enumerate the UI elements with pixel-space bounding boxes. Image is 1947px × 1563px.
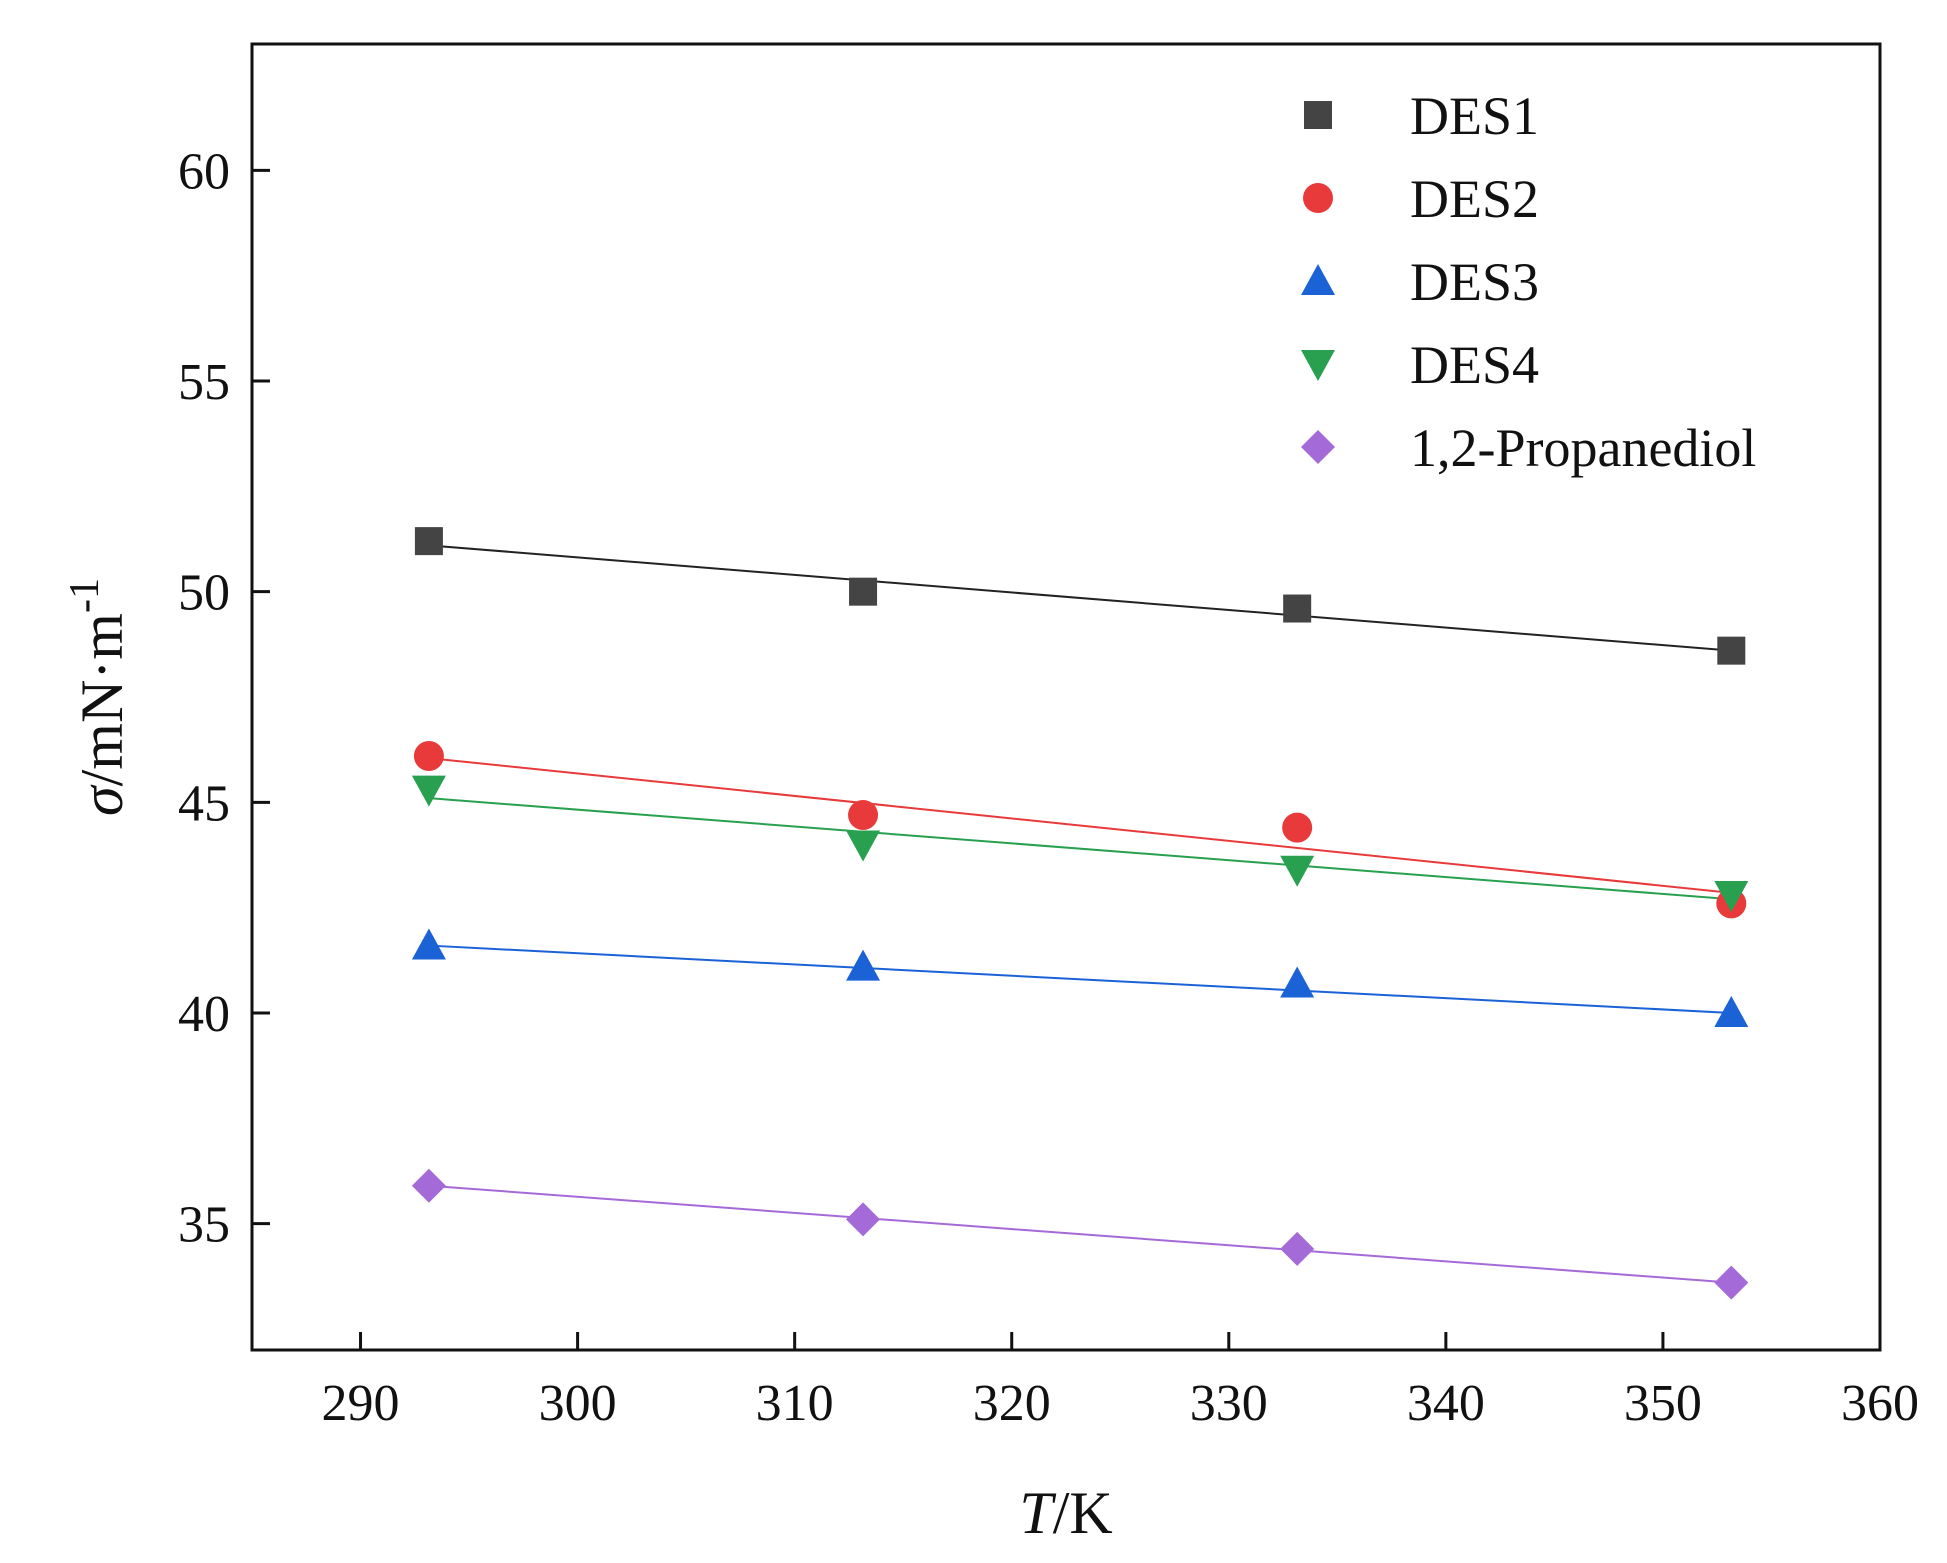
des1-point bbox=[849, 577, 878, 606]
des2-point bbox=[1282, 812, 1313, 843]
legend-des4-label: DES4 bbox=[1410, 335, 1539, 395]
x-axis-title: T/K bbox=[1019, 1480, 1112, 1546]
legend-des4-marker bbox=[1301, 350, 1335, 381]
des1-fit-line bbox=[428, 544, 1732, 652]
y-tick-label: 55 bbox=[178, 354, 230, 411]
y-tick-label: 60 bbox=[178, 143, 230, 200]
x-axis-unit: /K bbox=[1053, 1480, 1113, 1546]
x-tick-label: 320 bbox=[973, 1375, 1051, 1432]
data-markers bbox=[411, 527, 1749, 1300]
x-axis-ticks: 290 300 310 320 330 340 350 360 bbox=[322, 1332, 1919, 1432]
legend-1-2-propanediol-marker bbox=[1301, 430, 1335, 464]
legend-des3-marker bbox=[1301, 264, 1335, 295]
y-axis-ticks: 35 40 45 50 55 60 bbox=[178, 143, 270, 1254]
legend-des3-label: DES3 bbox=[1410, 252, 1539, 312]
des1-point bbox=[414, 527, 443, 556]
y-tick-label: 35 bbox=[178, 1197, 230, 1254]
des4-fit-line bbox=[428, 797, 1732, 901]
1-2-propanediol-point bbox=[1714, 1265, 1749, 1300]
y-axis-variable: σ bbox=[69, 784, 135, 816]
legend-des2-marker bbox=[1303, 183, 1333, 213]
des4-point bbox=[1714, 881, 1749, 913]
x-tick-label: 340 bbox=[1407, 1375, 1485, 1432]
x-tick-label: 310 bbox=[756, 1375, 834, 1432]
des2-point bbox=[848, 799, 879, 830]
des3-point bbox=[846, 949, 881, 981]
x-axis-variable: T bbox=[1019, 1480, 1056, 1546]
x-tick-label: 350 bbox=[1624, 1375, 1702, 1432]
y-tick-label: 40 bbox=[178, 986, 230, 1043]
x-tick-label: 360 bbox=[1841, 1375, 1919, 1432]
y-axis-unit: /mN·m bbox=[69, 613, 135, 786]
1-2-propanediol-point bbox=[846, 1202, 881, 1237]
legend-des1-marker bbox=[1304, 101, 1332, 129]
y-tick-label: 50 bbox=[178, 565, 230, 622]
des3-fit-line bbox=[428, 944, 1732, 1014]
legend-1-2-propanediol-label: 1,2-Propanediol bbox=[1410, 418, 1756, 478]
des2-point bbox=[413, 740, 444, 771]
1-2-propanediol-point bbox=[1280, 1231, 1315, 1266]
x-tick-label: 330 bbox=[1190, 1375, 1268, 1432]
y-axis-exponent: -1 bbox=[62, 578, 108, 613]
x-tick-label: 290 bbox=[322, 1375, 400, 1432]
des2-fit-line bbox=[428, 757, 1732, 894]
y-tick-label: 45 bbox=[178, 775, 230, 832]
1-2-propanediol-point bbox=[411, 1168, 446, 1203]
legend: DES1 DES2 DES3 DES4 1,2-Propanediol bbox=[1301, 86, 1756, 478]
des1-point bbox=[1717, 636, 1746, 665]
fit-lines bbox=[428, 544, 1732, 1284]
des1-point bbox=[1283, 594, 1312, 623]
des4-point bbox=[411, 775, 446, 807]
legend-des2-label: DES2 bbox=[1410, 169, 1539, 229]
des4-point bbox=[1280, 855, 1315, 887]
des3-point bbox=[1280, 966, 1315, 998]
des3-point bbox=[1714, 995, 1749, 1027]
x-tick-label: 300 bbox=[539, 1375, 617, 1432]
legend-des1-label: DES1 bbox=[1410, 86, 1539, 146]
plot-frame bbox=[250, 42, 1882, 1352]
des3-point bbox=[411, 928, 446, 960]
1-2-propanediol-fit-line bbox=[428, 1184, 1732, 1284]
y-axis-title: σ/mN·m-1 bbox=[62, 578, 135, 816]
des4-point bbox=[846, 830, 881, 862]
